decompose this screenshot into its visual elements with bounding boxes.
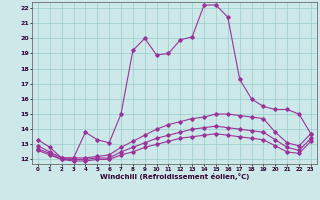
X-axis label: Windchill (Refroidissement éolien,°C): Windchill (Refroidissement éolien,°C) [100, 173, 249, 180]
